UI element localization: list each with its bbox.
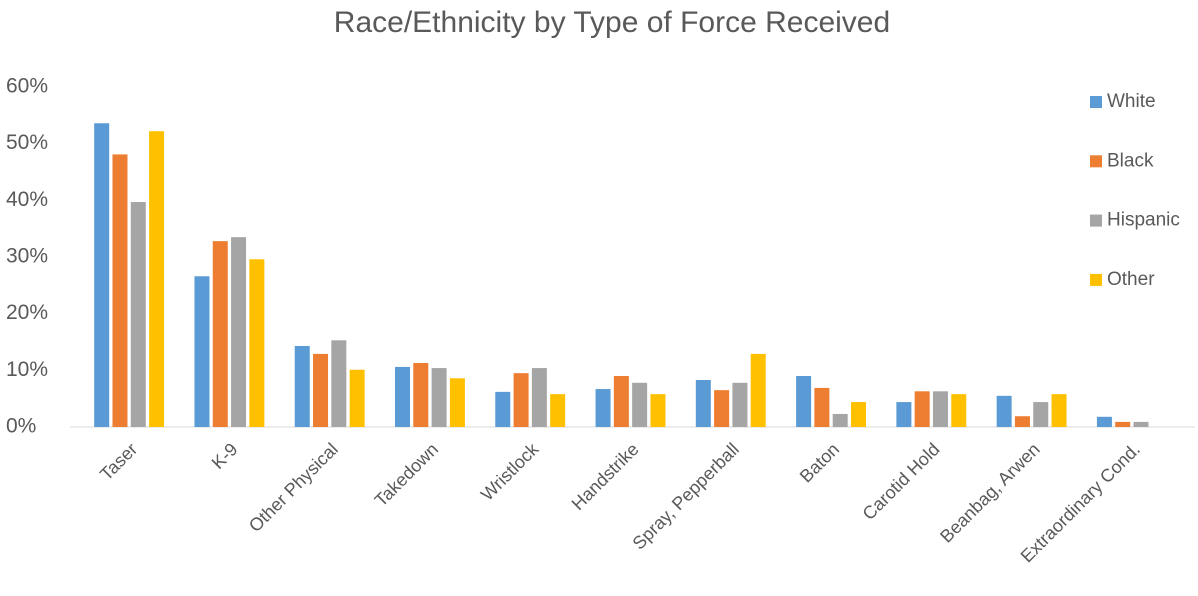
y-tick-label: 20% <box>6 301 48 324</box>
bar <box>112 154 128 427</box>
bar <box>431 368 447 427</box>
bar <box>1133 421 1149 427</box>
bar <box>850 402 866 427</box>
bar <box>595 389 611 427</box>
chart-title: Race/Ethnicity by Type of Force Received <box>334 6 890 39</box>
bar <box>714 390 730 427</box>
legend-label: Other <box>1107 269 1155 290</box>
bar <box>896 402 912 427</box>
bar <box>194 276 210 427</box>
bar <box>94 123 110 428</box>
x-tick-label: Handstrike <box>568 439 643 514</box>
bar <box>531 368 547 427</box>
bar <box>395 366 411 427</box>
bar <box>1014 416 1030 427</box>
y-tick-label: 0% <box>6 415 36 438</box>
bar <box>750 353 766 427</box>
bar <box>313 353 329 427</box>
bar <box>996 395 1012 427</box>
bar <box>814 387 830 427</box>
bar <box>650 394 666 427</box>
x-tick-label: Spray, Pepperball <box>629 439 743 553</box>
bar <box>413 362 429 427</box>
bar <box>832 413 848 427</box>
legend-label: Hispanic <box>1107 210 1180 231</box>
bar <box>294 345 310 427</box>
legend-swatch <box>1090 155 1102 168</box>
bar <box>914 391 930 427</box>
bar <box>550 394 566 427</box>
x-tick-label: K-9 <box>208 439 242 473</box>
x-tick-label: Carotid Hold <box>859 439 944 524</box>
bar <box>231 237 247 427</box>
bar <box>249 259 265 427</box>
bar <box>932 391 948 427</box>
y-tick-label: 30% <box>6 245 48 268</box>
x-tick-label: Beanbag, Arwen <box>936 439 1044 547</box>
bar <box>349 369 365 427</box>
legend-label: Black <box>1107 150 1154 171</box>
legend-swatch <box>1090 273 1102 286</box>
bar <box>331 340 347 427</box>
bar <box>796 376 812 427</box>
bar <box>130 202 146 427</box>
legend-label: White <box>1107 91 1156 112</box>
bar <box>449 378 465 427</box>
bar <box>1096 416 1112 427</box>
x-tick-label: Takedown <box>371 439 442 510</box>
bar <box>1051 394 1067 427</box>
y-tick-label: 10% <box>6 358 48 381</box>
y-tick-label: 50% <box>6 131 48 154</box>
bar <box>613 376 629 427</box>
bar <box>1033 402 1049 427</box>
x-tick-label: Wristlock <box>477 438 543 504</box>
legend-swatch <box>1090 214 1102 227</box>
bar <box>1115 421 1131 427</box>
bar <box>495 391 511 427</box>
bar <box>951 394 967 427</box>
bar <box>513 373 529 427</box>
x-tick-label: Other Physical <box>245 439 342 536</box>
bar <box>212 241 228 427</box>
bar <box>732 382 748 427</box>
x-tick-label: Taser <box>96 439 141 484</box>
x-tick-label: Baton <box>796 439 843 486</box>
y-tick-label: 60% <box>6 75 48 98</box>
bar <box>695 379 711 427</box>
legend-swatch <box>1090 96 1102 108</box>
y-tick-label: 40% <box>6 188 48 211</box>
bar <box>149 131 165 427</box>
bar <box>632 382 648 427</box>
